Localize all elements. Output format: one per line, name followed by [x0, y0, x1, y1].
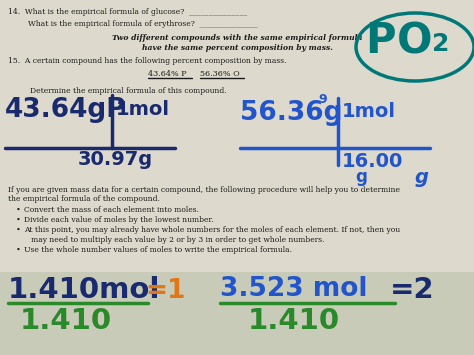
Text: Use the whole number values of moles to write the empirical formula.: Use the whole number values of moles to … — [24, 246, 292, 254]
Text: 43.64gP: 43.64gP — [5, 97, 127, 123]
Text: 9: 9 — [318, 93, 327, 106]
Text: •: • — [16, 216, 21, 224]
Text: 43.64% P: 43.64% P — [148, 70, 186, 78]
Text: 30.97g: 30.97g — [78, 150, 153, 169]
Text: 1.410: 1.410 — [248, 307, 340, 335]
Text: 15.  A certain compound has the following percent composition by mass.: 15. A certain compound has the following… — [8, 57, 286, 65]
Text: the empirical formula of the compound.: the empirical formula of the compound. — [8, 195, 160, 203]
Text: At this point, you may already have whole numbers for the moles of each element.: At this point, you may already have whol… — [24, 226, 400, 234]
Text: 1.410: 1.410 — [20, 307, 112, 335]
Text: Convert the mass of each element into moles.: Convert the mass of each element into mo… — [24, 206, 199, 214]
Text: O: O — [397, 20, 432, 62]
Text: may need to multiply each value by 2 or by 3 in order to get whole numbers.: may need to multiply each value by 2 or … — [24, 236, 325, 244]
Text: 14.  What is the empirical formula of glucose?  _______________: 14. What is the empirical formula of glu… — [8, 8, 247, 16]
Text: What is the empirical formula of erythrose?  _______________: What is the empirical formula of erythro… — [28, 20, 258, 28]
Text: =2: =2 — [390, 276, 435, 304]
Text: have the same percent composition by mass.: have the same percent composition by mas… — [142, 44, 332, 52]
Text: 1mol: 1mol — [116, 100, 170, 119]
Text: g: g — [415, 168, 429, 187]
Text: 2: 2 — [432, 32, 449, 56]
Text: 1mol: 1mol — [342, 102, 396, 121]
Text: •: • — [16, 206, 21, 214]
Text: 3.523 mol: 3.523 mol — [220, 276, 367, 302]
Text: P: P — [365, 20, 396, 62]
Text: Divide each value of moles by the lowest number.: Divide each value of moles by the lowest… — [24, 216, 213, 224]
Text: Determine the empirical formula of this compound.: Determine the empirical formula of this … — [30, 87, 227, 95]
Text: 56.36% O: 56.36% O — [200, 70, 240, 78]
Text: 56.36g: 56.36g — [240, 100, 343, 126]
Text: •: • — [16, 226, 21, 234]
Text: =1: =1 — [145, 278, 185, 304]
Bar — [0, 272, 474, 355]
Text: 16.00: 16.00 — [342, 152, 403, 171]
Text: g: g — [355, 168, 367, 186]
Text: •: • — [16, 246, 21, 254]
Text: If you are given mass data for a certain compound, the following procedure will : If you are given mass data for a certain… — [8, 186, 400, 194]
Text: 1.410mol: 1.410mol — [8, 276, 161, 304]
Text: Two different compounds with the same empirical formula: Two different compounds with the same em… — [112, 34, 362, 42]
